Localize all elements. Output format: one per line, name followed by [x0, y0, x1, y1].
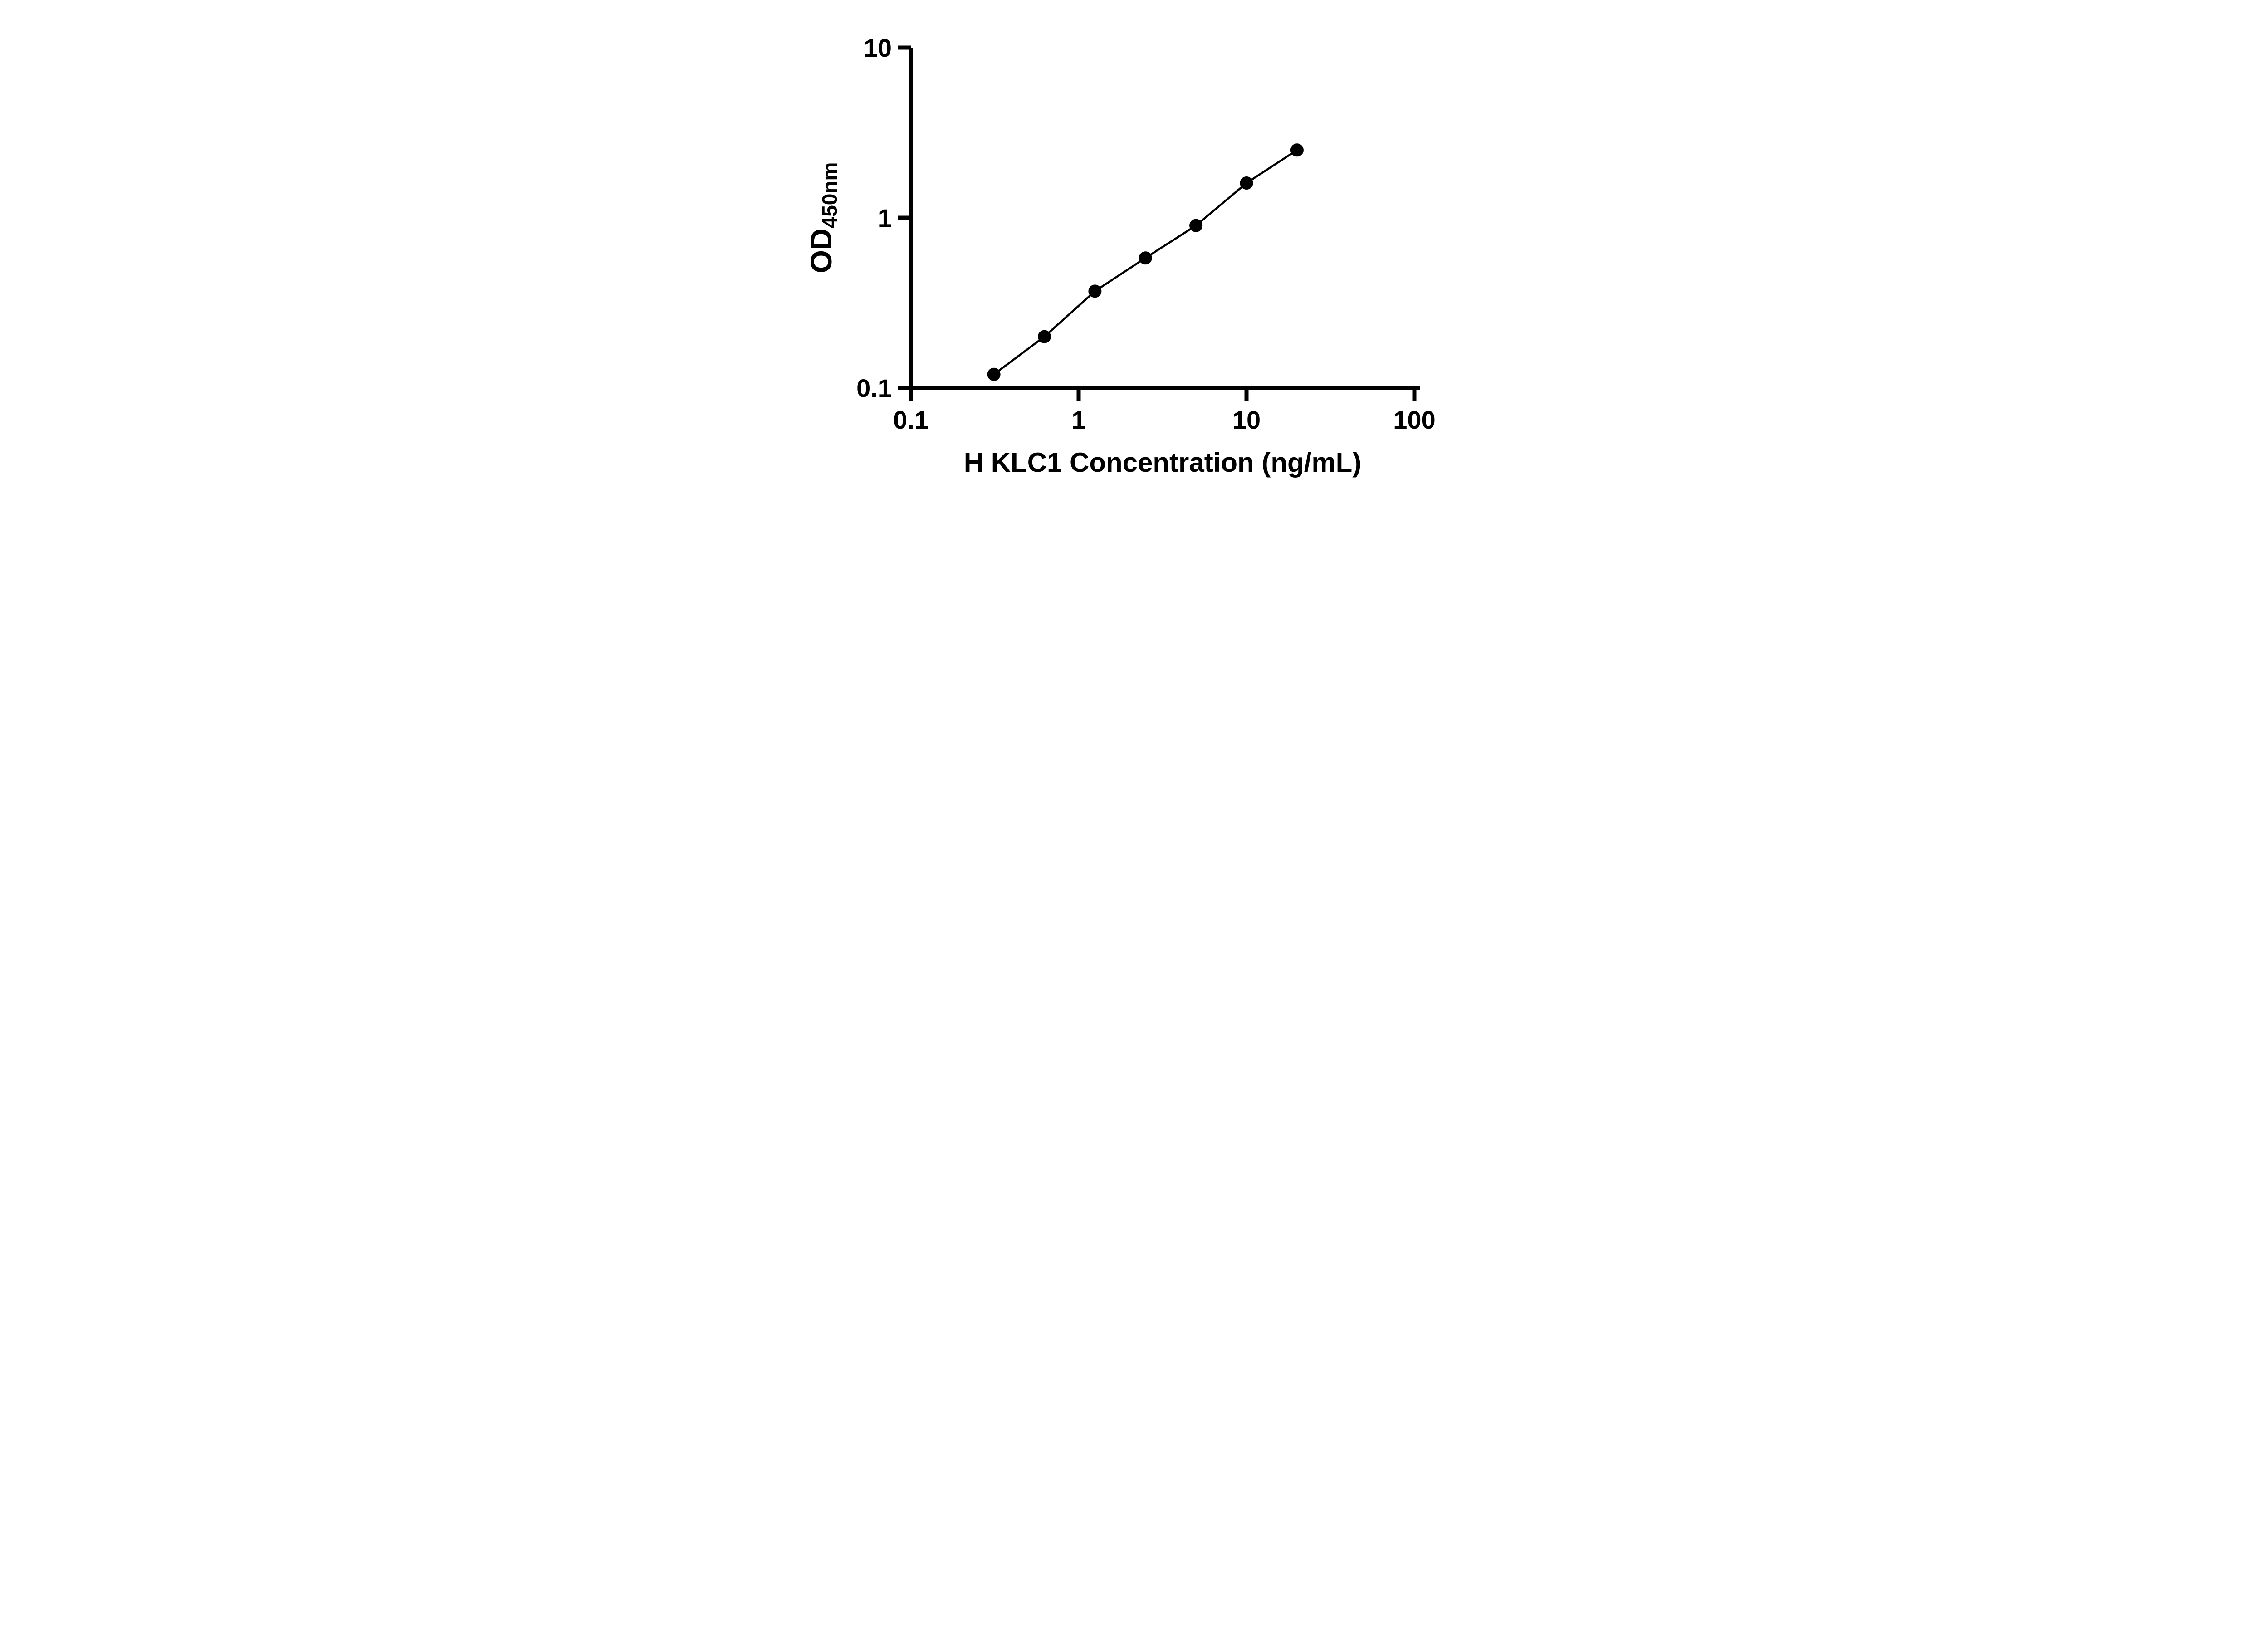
- y-tick-label: 1: [877, 204, 891, 232]
- y-tick-labels: 0.1 1 10: [856, 34, 892, 402]
- axes: [909, 48, 1420, 390]
- data-point-marker: [1088, 284, 1101, 298]
- elisa-standard-curve-page: 0.1 1 10 100 0.1 1 10 H KLC1 Concentration (n…: [783, 0, 1485, 500]
- tick-marks: [898, 45, 1416, 401]
- y-axis-title: OD450nm: [804, 162, 841, 274]
- chart-canvas: 0.1 1 10 100 0.1 1 10 H KLC1 Concentration (n…: [783, 0, 1485, 500]
- y-tick-label: 0.1: [856, 374, 892, 402]
- x-tick-label: 1: [1071, 406, 1085, 434]
- x-axis-title: H KLC1 Concentration (ng/mL): [963, 447, 1361, 478]
- y-axis-title-sub: 450nm: [818, 162, 841, 229]
- data-point-marker: [1189, 219, 1202, 232]
- x-tick-labels: 0.1 1 10 100: [893, 406, 1436, 434]
- y-tick-label: 10: [863, 34, 891, 62]
- elisa-standard-curve-figure: 0.1 1 10 100 0.1 1 10 H KLC1 Concentration (n…: [783, 0, 1485, 500]
- data-point-marker: [1290, 143, 1304, 157]
- x-tick-label: 0.1: [893, 406, 929, 434]
- data-point-marker: [1240, 176, 1253, 190]
- x-tick-label: 10: [1232, 406, 1260, 434]
- data-point-marker: [1037, 330, 1051, 343]
- data-point-marker: [1139, 251, 1152, 265]
- data-point-marker: [987, 367, 1001, 381]
- data-series: [987, 143, 1304, 381]
- y-axis-title-main: OD: [804, 228, 838, 273]
- x-tick-label: 100: [1393, 406, 1435, 434]
